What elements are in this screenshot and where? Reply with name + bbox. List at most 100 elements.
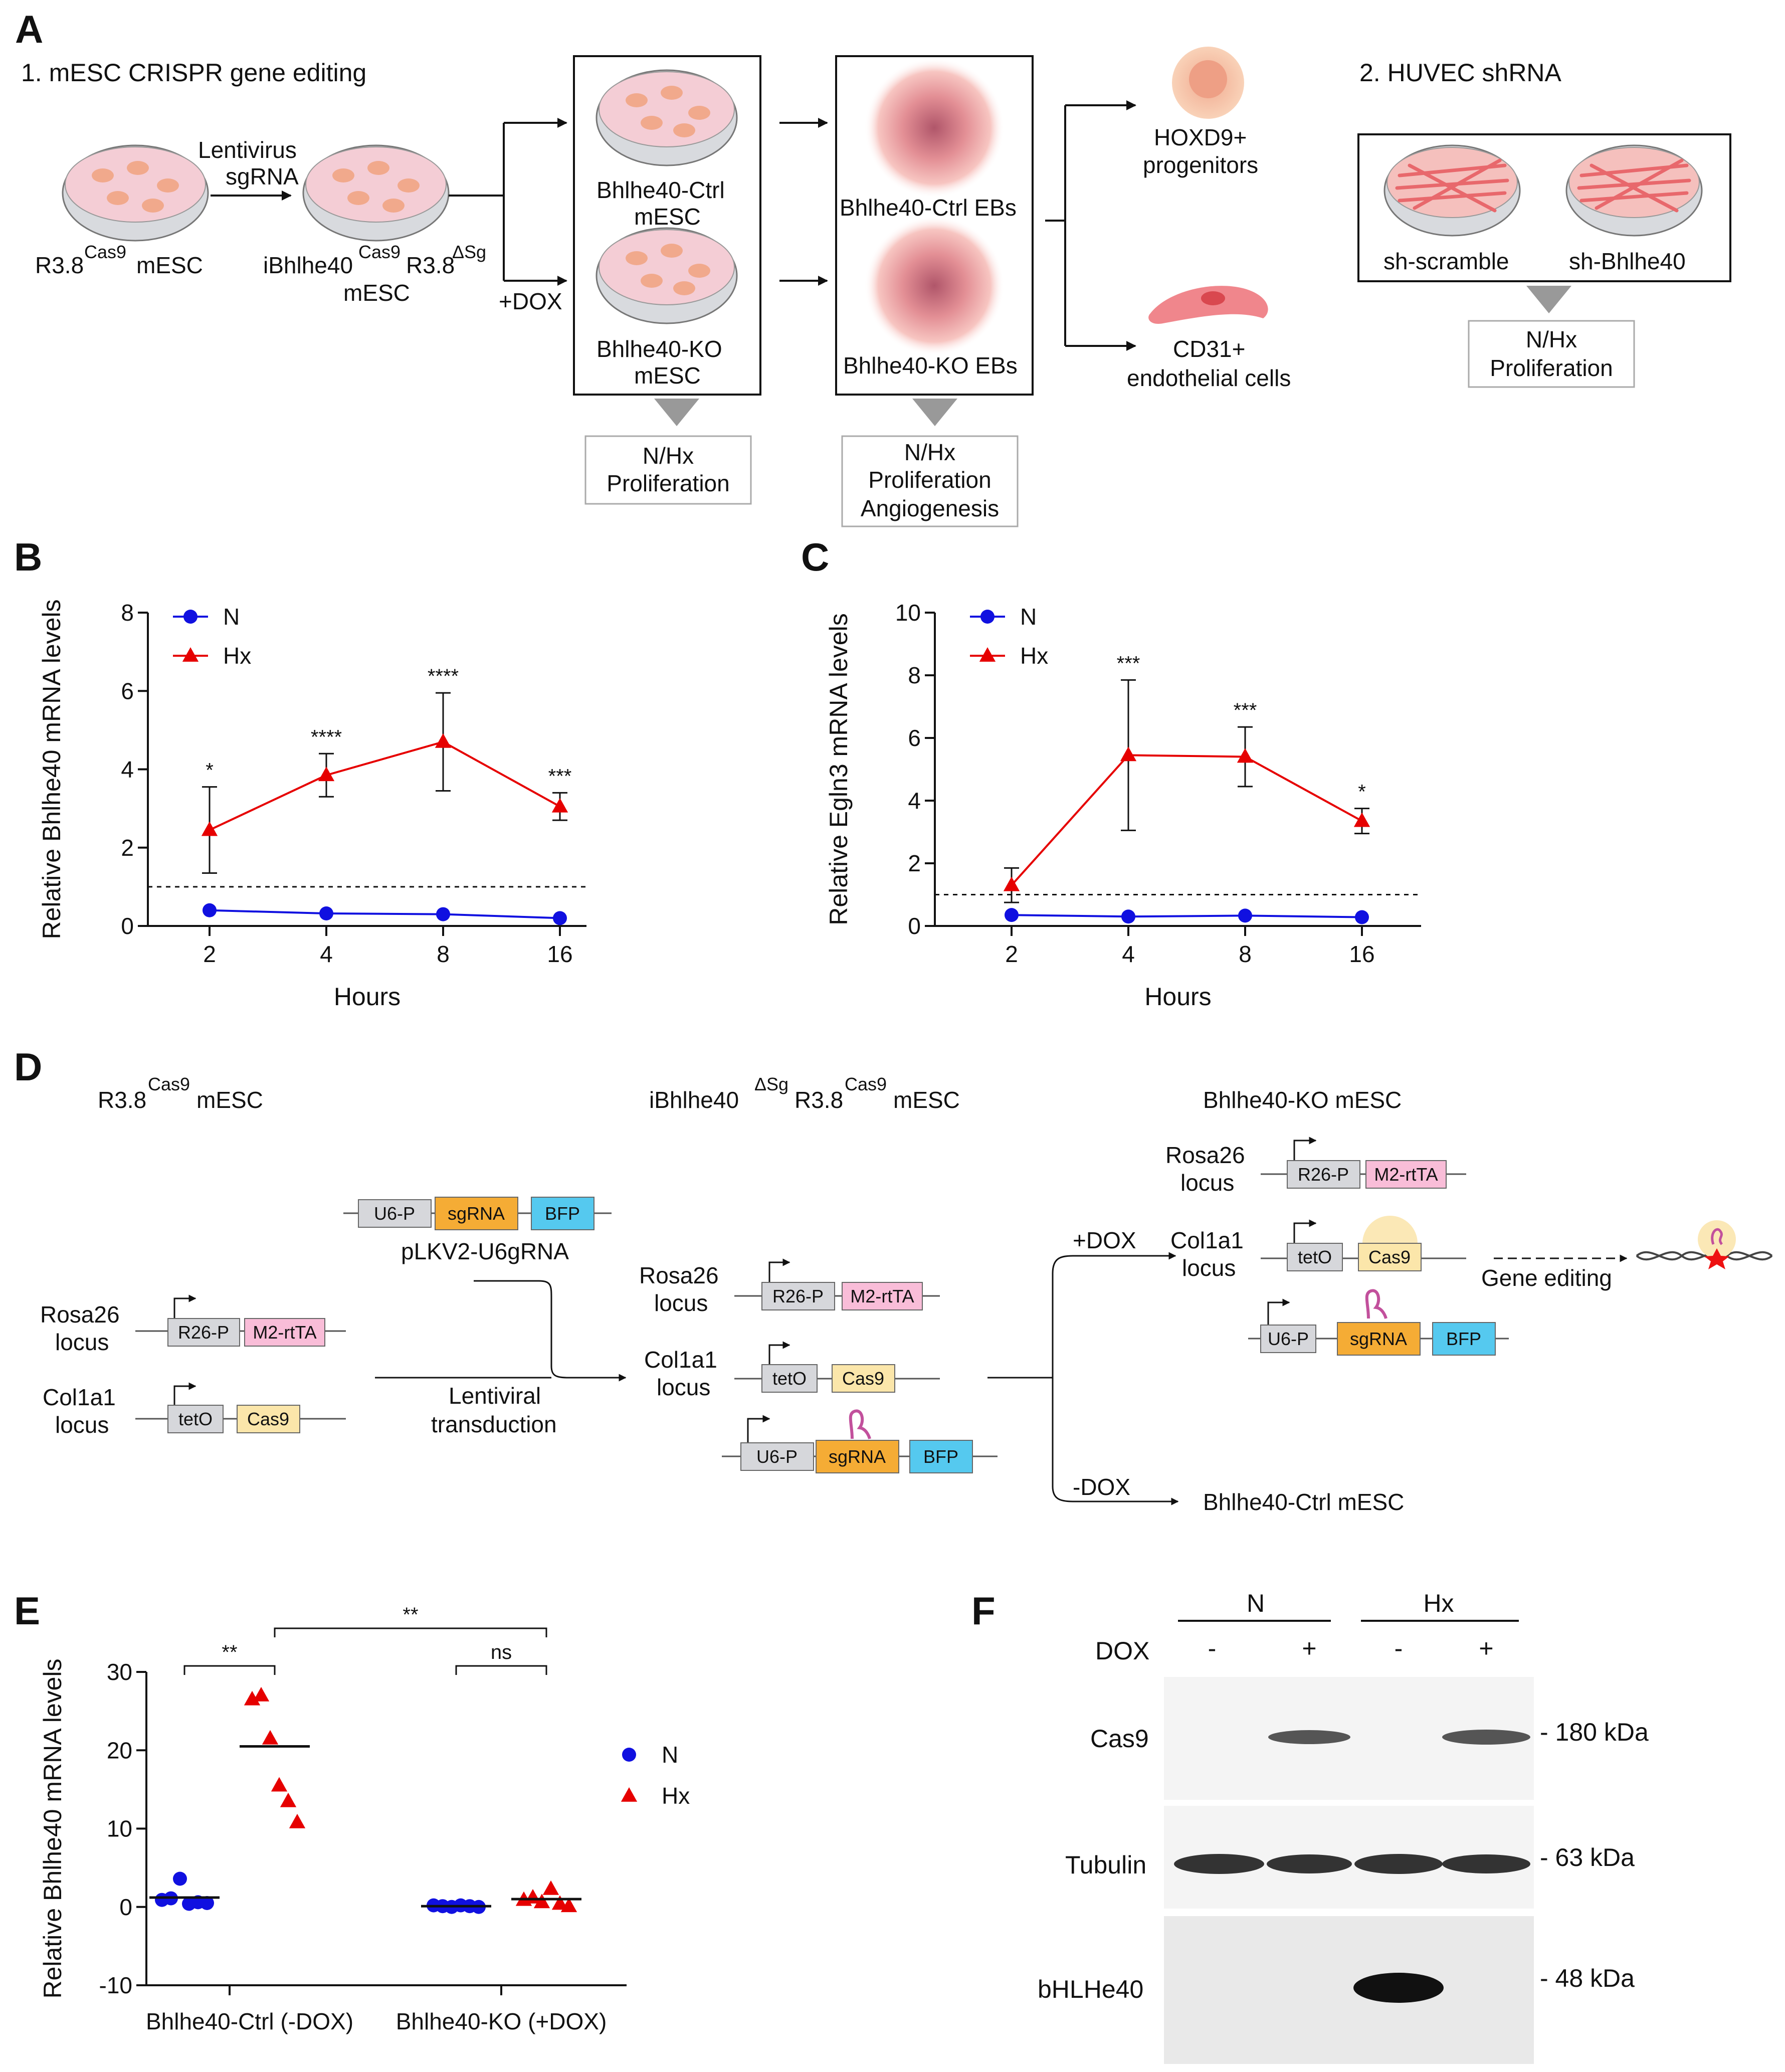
d-u6p-label-right: U6-P [1268, 1329, 1309, 1349]
d-transduction-label: transduction [431, 1411, 557, 1437]
comparison-label: ** [403, 1604, 418, 1626]
x-tick-label: Bhlhe40-Ctrl (-DOX) [146, 2008, 353, 2034]
chart-b: 0 2 4 6 8 2 4 8 16 Hours Relative Bhlhe40 mRNA lev… [38, 599, 586, 1011]
y-tick-label: 2 [121, 835, 134, 861]
d-branch-minus-dox [1052, 1378, 1179, 1505]
series-line-hx [209, 740, 560, 831]
d-sgrna-label-top: sgRNA [448, 1203, 505, 1224]
legend-marker [979, 647, 996, 662]
y-tick-label: 6 [121, 678, 134, 704]
eb-ko-image [864, 216, 1005, 356]
legend-label: N [223, 604, 240, 630]
panel-label-b: B [14, 535, 42, 579]
d-bfp-label-top: BFP [545, 1203, 580, 1224]
y-tick-label: 0 [119, 1894, 132, 1920]
d-col1a1-right: Col1a1 [1170, 1227, 1244, 1253]
d-sgrna-label-right: sgRNA [1350, 1329, 1407, 1349]
petri-dish-sh-scramble [1383, 144, 1521, 237]
d-cas9-label-right: Cas9 [1368, 1247, 1411, 1267]
readout-mesc-nhx: N/Hx [643, 443, 694, 469]
comparison-label: ** [222, 1641, 237, 1663]
panel-f: F N Hx DOX - + - + Cas9 - 180 kDa Tubuli… [971, 1589, 1649, 2064]
x-tick-label: 4 [320, 941, 333, 967]
ctrl-mesc-label: Bhlhe40-Ctrl [597, 177, 725, 203]
readout-eb-angio: Angiogenesis [861, 495, 999, 521]
ko-mesc-label: Bhlhe40-KO [597, 336, 722, 362]
petri-dish-sh-bhlhe40 [1565, 144, 1703, 237]
chart-e: -10 0 10 20 30 Bhlhe40-Ctrl (-DOX) Bhlhe40-KO … [39, 1604, 690, 2034]
down-arrow-eb [912, 399, 957, 426]
y-axis-title: Relative Egln3 mRNA levels [825, 613, 853, 925]
d-u6p-label-top: U6-P [374, 1203, 415, 1224]
d-promoter-arrow [768, 1341, 790, 1366]
data-point-hx [551, 798, 568, 813]
f-63kda: - 63 kDa [1540, 1843, 1635, 1871]
d-r38-mid: R3.8 [795, 1087, 843, 1113]
eb-ctrl-image [864, 58, 1005, 198]
f-band-tubulin-lane4 [1442, 1854, 1530, 1873]
y-tick-label: 30 [107, 1659, 132, 1685]
x-tick-label: Bhlhe40-KO (+DOX) [396, 2008, 607, 2034]
comparison-bracket [183, 1665, 276, 1675]
d-cas9-label-left: Cas9 [247, 1409, 289, 1429]
data-point-n [553, 911, 567, 925]
f-band-tubulin-lane2 [1267, 1854, 1352, 1873]
panel-label-c: C [801, 535, 829, 579]
f-band-tubulin-lane1 [1174, 1854, 1264, 1874]
comparison-bracket [274, 1627, 547, 1637]
data-point-hx [1237, 748, 1254, 763]
d-cas9-protein-image [1362, 1216, 1418, 1243]
endothelial-cell-image [1148, 286, 1268, 324]
legend-marker [183, 610, 197, 624]
significance-marker: **** [311, 726, 342, 748]
y-tick-label: 4 [908, 788, 921, 814]
d-gene-editing-label: Gene editing [1481, 1265, 1612, 1291]
d-rosa26-locus-left: locus [55, 1329, 109, 1355]
d-promoter-arrow [173, 1382, 196, 1406]
d-ibhlhe40-title: iBhlhe40 [649, 1087, 739, 1113]
f-band-tubulin-lane3 [1354, 1854, 1443, 1874]
data-point-hx [280, 1792, 297, 1807]
d-sgrna-box-mid [816, 1440, 899, 1473]
d-sgrna-box-top [435, 1197, 518, 1230]
x-axis-title: Hours [334, 983, 401, 1011]
d-col1a1-locus-right: locus [1182, 1255, 1236, 1281]
f-lane1-sign: - [1208, 1634, 1217, 1662]
progenitor-nucleus [1189, 60, 1227, 98]
d-rosa26-locus-mid: locus [654, 1290, 708, 1316]
data-point-hx [271, 1777, 288, 1792]
data-point-hx [318, 767, 335, 782]
data-point-hx [201, 821, 218, 836]
data-point-n [173, 1871, 187, 1886]
f-tubulin-label: Tubulin [1065, 1851, 1146, 1879]
d-sgrna-hairpin-mid [849, 1409, 871, 1439]
d-m2rtta-box-left [244, 1318, 325, 1347]
d-col1a1-left: Col1a1 [43, 1384, 116, 1410]
d-bfp-box-top [531, 1197, 594, 1230]
data-point-n [1238, 908, 1252, 923]
d-m2rtta-label-mid: M2-rtTA [850, 1286, 914, 1306]
d-promoter-arrow [747, 1415, 770, 1443]
d-promoter-arrow [768, 1258, 790, 1283]
significance-marker: *** [1117, 652, 1140, 674]
legend-marker [980, 610, 995, 624]
d-promoter-arrow [1267, 1298, 1290, 1326]
cd31-label: CD31+ [1173, 336, 1245, 362]
f-48kda: - 48 kDa [1540, 1964, 1635, 1992]
ibhlhe40-r38: R3.8 [406, 252, 455, 278]
d-ctrl-mesc-label: Bhlhe40-Ctrl mESC [1203, 1489, 1404, 1515]
d-col1a1-locus-left: locus [55, 1412, 109, 1438]
f-blot-bhlhe40 [1164, 1916, 1534, 2064]
d-rosa26-locus-right: locus [1180, 1170, 1234, 1196]
d-bfp-label-mid: BFP [923, 1446, 958, 1467]
f-180kda: - 180 kDa [1540, 1718, 1649, 1746]
d-plkv2-arrow [474, 1280, 627, 1382]
d-sgrna-hairpin-right [1365, 1289, 1387, 1319]
y-tick-label: 10 [895, 600, 921, 626]
readout-eb-prolif: Proliferation [868, 467, 991, 493]
comparison-label: ns [491, 1641, 512, 1663]
panel-label-a: A [15, 7, 43, 51]
sh-scramble-label: sh-scramble [1383, 248, 1509, 274]
significance-marker: * [1358, 781, 1366, 803]
legend-label: N [1020, 604, 1037, 630]
